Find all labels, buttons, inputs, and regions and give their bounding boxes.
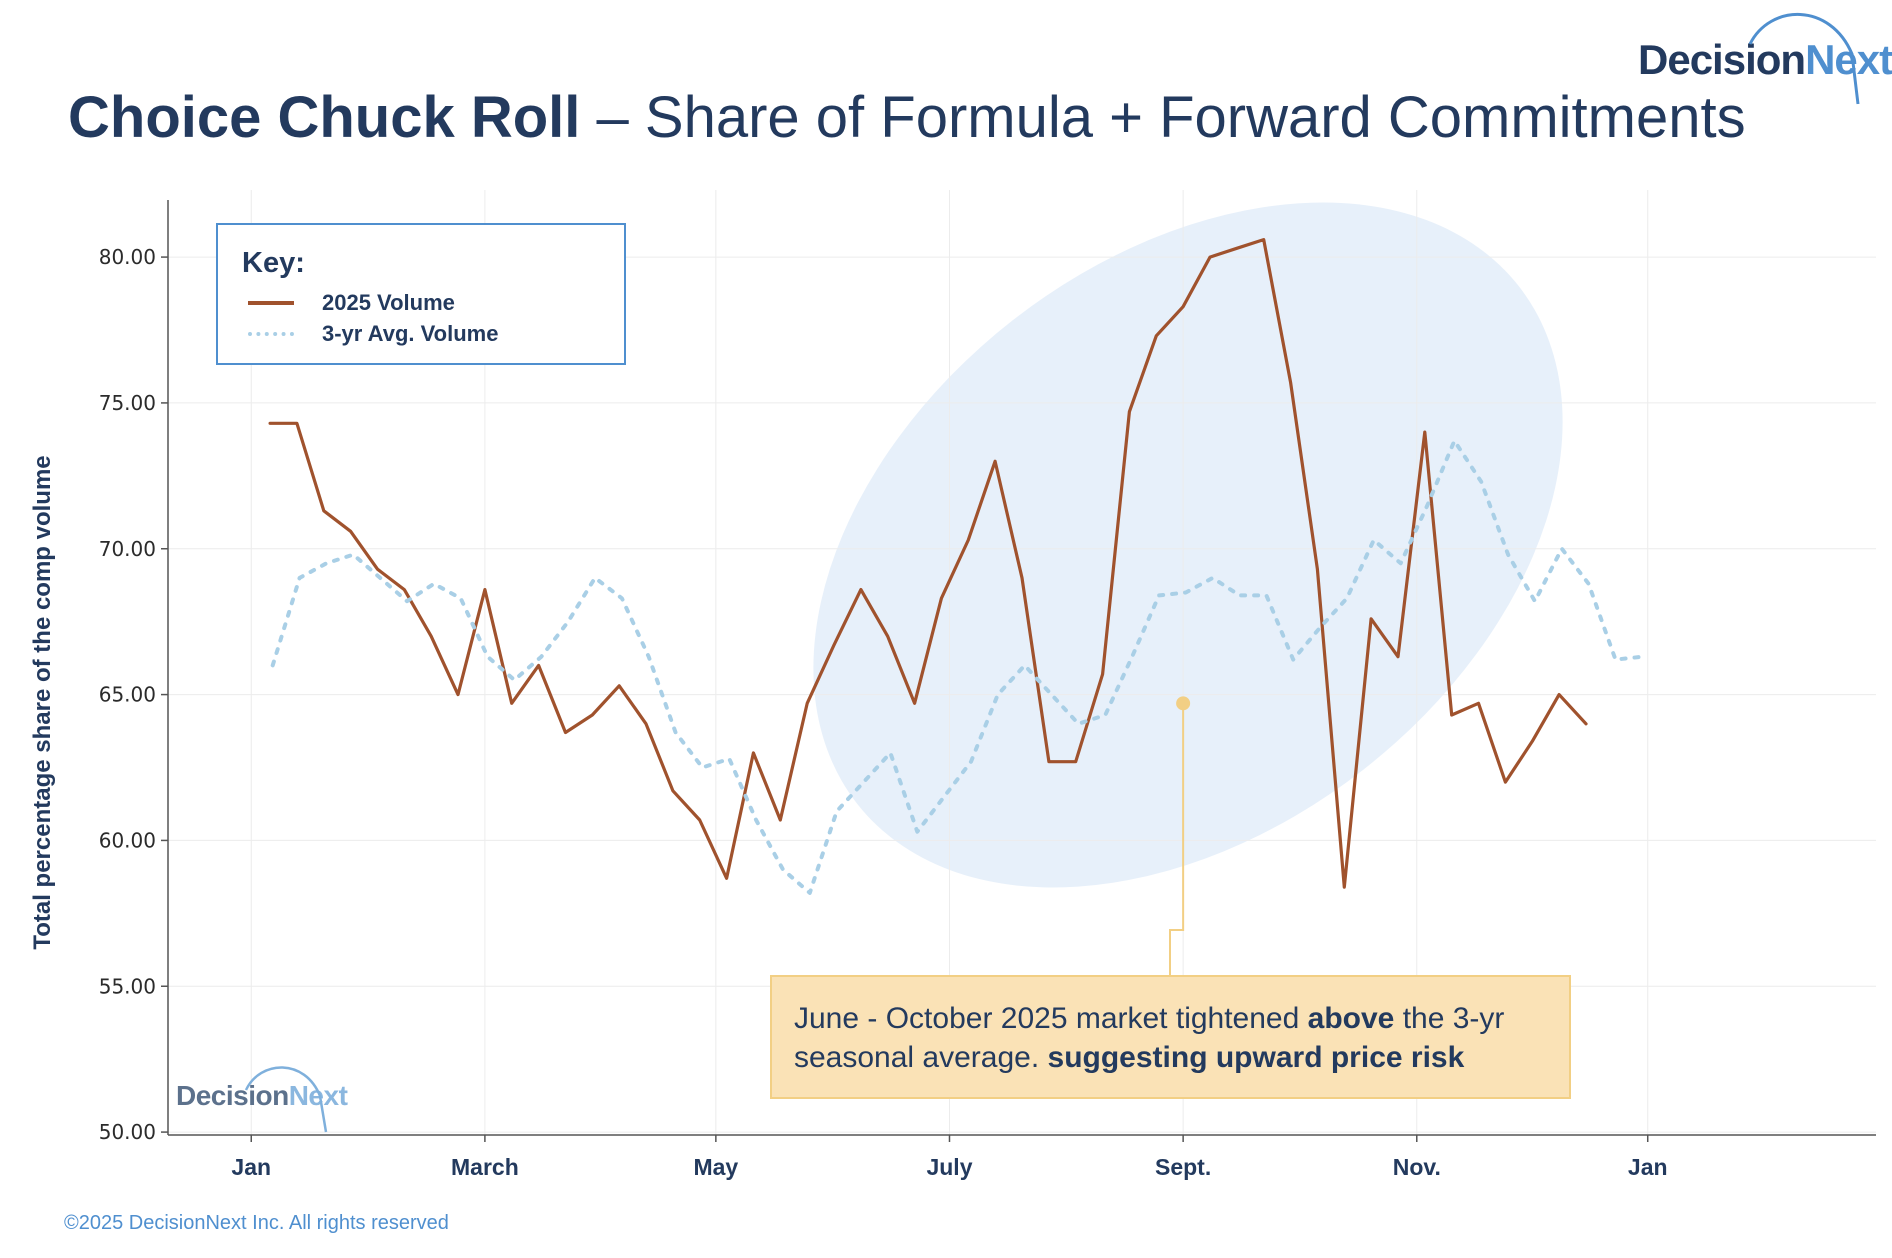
highlight-ellipse [813,202,1563,888]
y-tick-label: 50.00 [99,1120,156,1144]
y-tick-label: 55.00 [99,974,156,998]
data-point-3yr-avg-volume [566,620,570,624]
series-layer [268,238,1645,895]
logo-text-decision: Decision [1638,36,1806,83]
legend-label: 3-yr Avg. Volume [322,321,499,346]
x-tick-label: July [926,1154,972,1180]
callout-anchor-dot [1176,696,1191,711]
annotation-callout-box: June - October 2025 market tightened abo… [770,975,1571,1099]
copyright-footer: ©2025 DecisionNext Inc. All rights reser… [64,1212,449,1234]
legend-swatch-solid [248,301,294,305]
legend-box: Key: 2025 Volume 3-yr Avg. Volume [216,223,626,365]
decisionnext-watermark-logo: DecisionNext [176,1080,348,1112]
annotation-text: June - October 2025 market tightened [794,1002,1308,1035]
y-tick-label: 80.00 [99,245,156,269]
legend-swatch-dotted [248,332,294,336]
chart-title: Choice Chuck Roll – Share of Formula + F… [68,84,1746,151]
series-line-2025-volume [268,238,1588,889]
series-line-3yr-avg-volume [270,438,1645,895]
data-point-3yr-avg-volume [1640,655,1644,659]
x-tick-label: May [693,1154,738,1180]
legend-title: Key: [242,247,305,279]
logo-text-next: Next [288,1080,348,1111]
annotation-text: the 3-yr seasonal average. [794,1002,1505,1074]
x-tick-label: Nov. [1393,1154,1441,1180]
data-point-3yr-avg-volume [700,766,704,770]
axes-layer: 50.00 55.00 60.00 65.00 70.00 75.00 80.00 Jan Ma… [29,200,1876,1180]
y-tick-label: 60.00 [99,828,156,852]
x-tick-label: March [451,1154,519,1180]
legend-item-2025-volume: 2025 Volume [248,290,455,315]
title-bold-part: Choice Chuck Roll [68,85,581,150]
x-tick-label: Jan [1628,1154,1668,1180]
x-tick-label: Jan [231,1154,271,1180]
y-axis-label: Total percentage share of the comp volum… [29,455,56,949]
logo-text-decision: Decision [176,1080,289,1111]
legend-label: 2025 Volume [322,290,455,315]
annotation-bold: suggesting upward price risk [1047,1041,1465,1074]
logo-arc-icon [1748,12,1860,105]
y-tick-label: 65.00 [99,683,156,707]
y-tick-label: 75.00 [99,391,156,415]
watermark-arc-icon [244,1066,328,1133]
y-tick-label: 70.00 [99,537,156,561]
x-tick-label: Sept. [1155,1154,1211,1180]
callout-connector-line [1169,703,1185,975]
annotation-bold: above [1307,1002,1395,1035]
highlight-layer [813,202,1563,888]
title-rest-part: – Share of Formula + Forward Commitments [580,85,1746,150]
legend-item-3yr-avg: 3-yr Avg. Volume [248,321,499,346]
callout-layer [1169,696,1191,975]
